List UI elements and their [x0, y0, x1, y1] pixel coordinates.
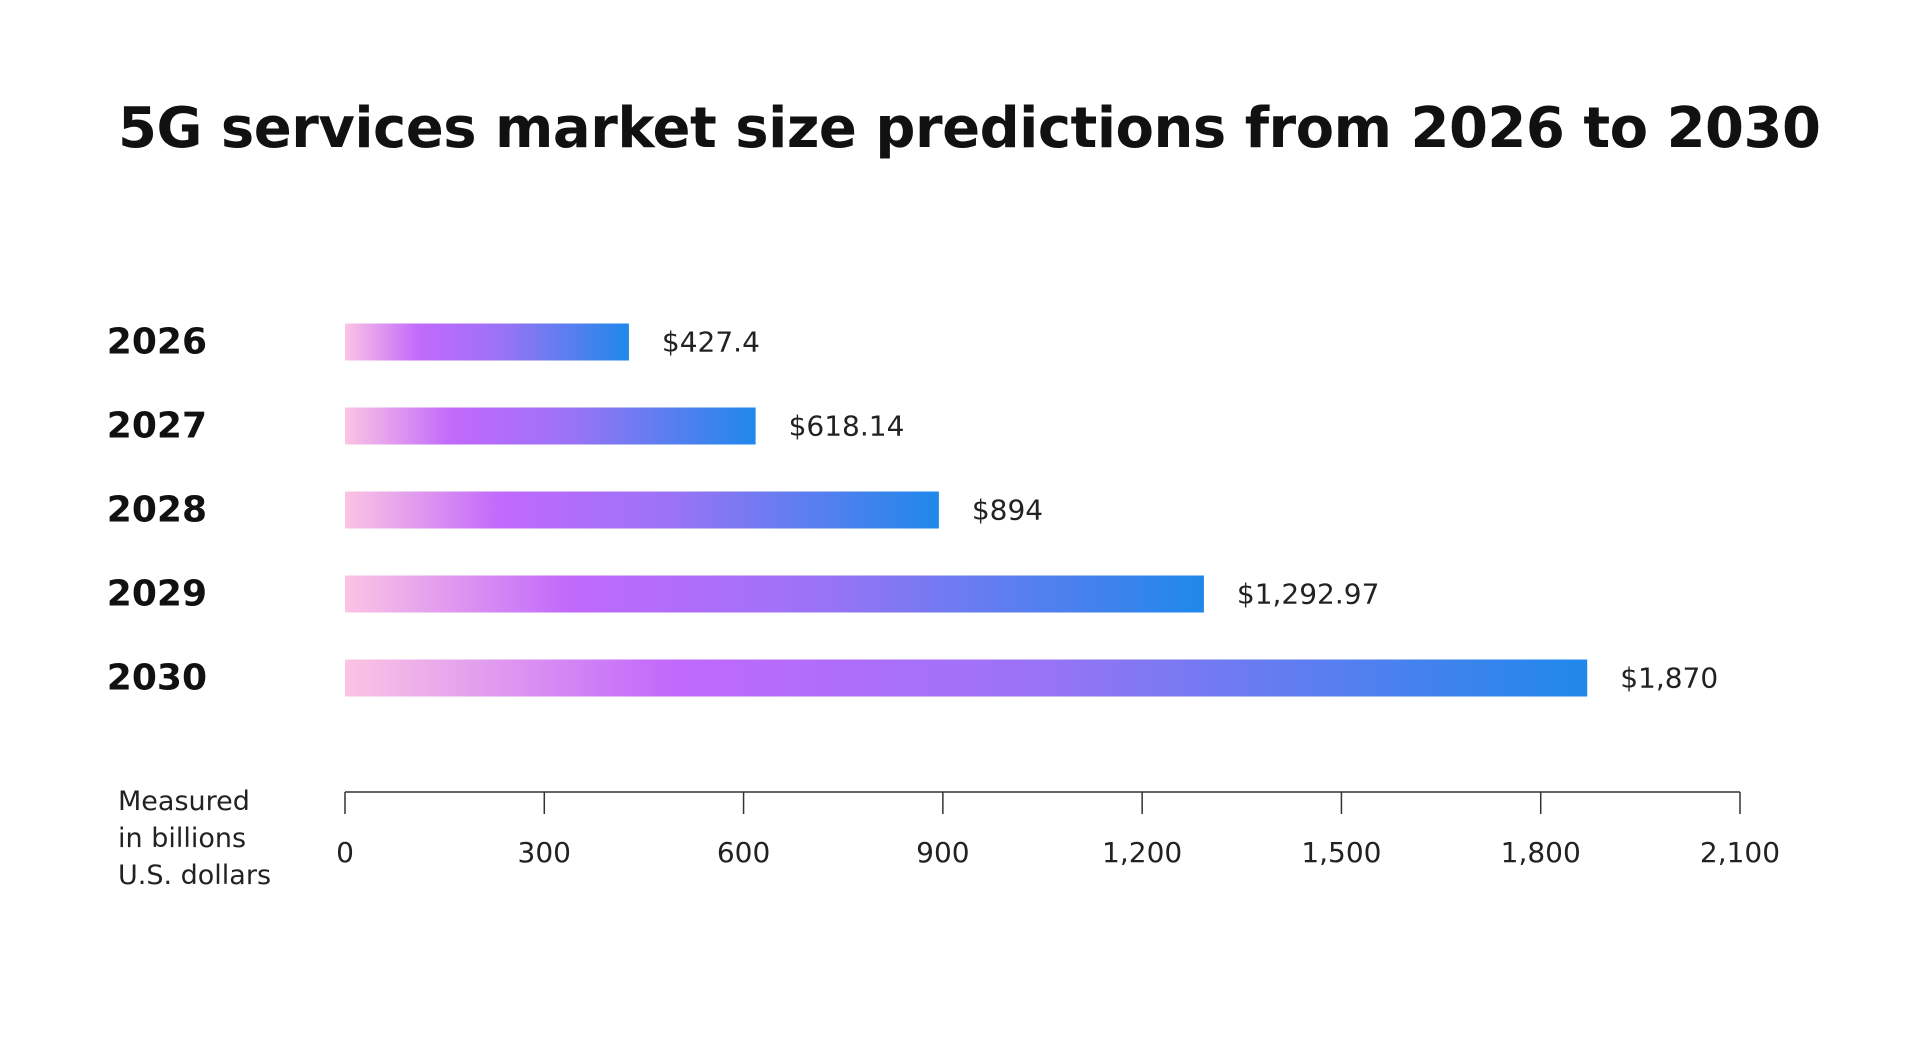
- category-label-2026: 2026: [107, 322, 207, 363]
- bar-2026: [345, 323, 629, 361]
- x-tick-label-1500: 1,500: [1301, 836, 1381, 869]
- axis-note-line-2: in billions: [118, 823, 246, 854]
- value-label-2030: $1,870: [1620, 662, 1718, 695]
- category-label-2030: 2030: [107, 658, 207, 699]
- x-tick-label-600: 600: [717, 836, 770, 869]
- bar-2028: [345, 491, 939, 529]
- x-tick-label-0: 0: [336, 836, 354, 869]
- chart-title: 5G services market size predictions from…: [118, 96, 1821, 161]
- category-label-2028: 2028: [107, 490, 207, 531]
- axis-note-line-1: Measured: [118, 786, 250, 817]
- x-tick-label-1800: 1,800: [1501, 836, 1581, 869]
- value-label-2029: $1,292.97: [1237, 578, 1380, 611]
- category-label-2029: 2029: [107, 574, 207, 615]
- axis-note: Measured in billions U.S. dollars: [118, 786, 271, 891]
- value-label-2026: $427.4: [662, 326, 760, 359]
- bar-2030: [345, 659, 1588, 697]
- x-tick-label-300: 300: [518, 836, 571, 869]
- bars-group: 2026 $427.4 2027 $618.14 2028 $894 2029 $1,292.…: [107, 322, 1718, 699]
- value-label-2027: $618.14: [789, 410, 905, 443]
- x-tick-label-1200: 1,200: [1102, 836, 1182, 869]
- x-axis: 0 300 600 900 1,200 1,500 1,800 2,100: [336, 791, 1780, 869]
- x-tick-label-2100: 2,100: [1700, 836, 1780, 869]
- bar-2027: [345, 407, 756, 445]
- x-tick-label-900: 900: [916, 836, 969, 869]
- axis-note-line-3: U.S. dollars: [118, 860, 271, 891]
- bar-2029: [345, 575, 1204, 613]
- category-label-2027: 2027: [107, 406, 207, 447]
- value-label-2028: $894: [972, 494, 1043, 527]
